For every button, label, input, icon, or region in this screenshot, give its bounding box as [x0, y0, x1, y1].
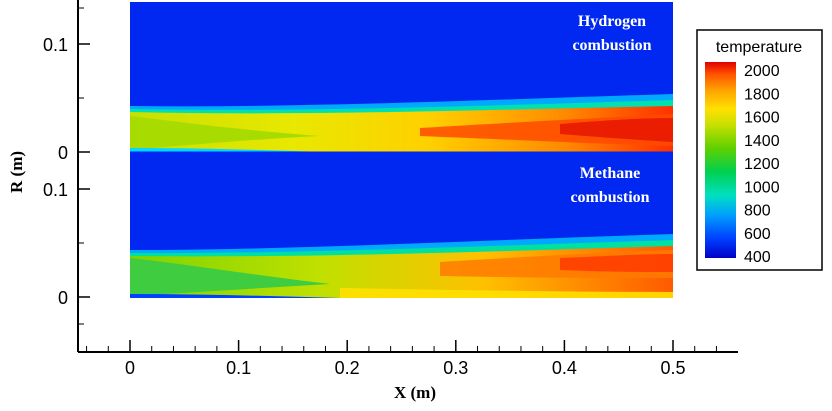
x-tick-label: 0.3: [443, 358, 468, 378]
colorbar-tick-label: 1400: [744, 133, 780, 150]
methane-label-line-2: combustion: [570, 189, 649, 206]
y-tick-label: 0: [58, 143, 68, 163]
colorbar-tick-label: 2000: [744, 63, 780, 80]
hydrogen-axis-cool: [130, 148, 330, 152]
y-axis-title: R (m): [7, 151, 26, 193]
x-tick-label: 0.4: [552, 358, 577, 378]
methane-label-line-1: Methane: [580, 165, 640, 182]
colorbar-tick-label: 1000: [744, 179, 780, 196]
colorbar-legend: temperature 2000 1800 1600 1400 1200 1000 800 6…: [696, 29, 823, 271]
x-axis: X (m) 0 0.1 0.2 0.3 0.4 0.5: [86, 340, 717, 402]
colorbar-tick-label: 1800: [744, 86, 780, 103]
colorbar-tick-label: 800: [744, 203, 771, 220]
y-tick-label: 0.1: [43, 180, 68, 200]
x-tick-label: 0.5: [660, 358, 685, 378]
hydrogen-flame-hottest: [560, 118, 673, 142]
x-tick-label: 0.1: [226, 358, 251, 378]
methane-axis-warm: [340, 288, 673, 298]
methane-axis-cool: [130, 294, 340, 298]
colorbar-ticks: 2000 1800 1600 1400 1200 1000 800 600 400: [744, 63, 780, 266]
y-axis: 0.1 0 0.1 0 R (m): [7, 7, 90, 325]
axes-frame: [77, 0, 738, 353]
x-axis-title: X (m): [394, 383, 436, 402]
colorbar-tick-label: 400: [744, 249, 771, 266]
colorbar-title: temperature: [716, 39, 802, 56]
colorbar-tick-label: 1200: [744, 156, 780, 173]
methane-panel: [130, 152, 673, 298]
methane-inlet-core: [130, 258, 330, 296]
y-tick-label: 0: [58, 288, 68, 308]
hydrogen-label-line-2: combustion: [572, 37, 651, 54]
colorbar-tick-label: 1600: [744, 110, 780, 127]
hydrogen-panel: [130, 2, 673, 152]
y-tick-label: 0.1: [43, 35, 68, 55]
x-tick-label: 0.2: [335, 358, 360, 378]
hydrogen-inlet-core: [130, 116, 320, 150]
hydrogen-label-line-1: Hydrogen: [578, 13, 646, 30]
methane-flame-hottest: [560, 254, 673, 272]
x-tick-label: 0: [125, 358, 135, 378]
colorbar-tick-label: 600: [744, 226, 771, 243]
colorbar-gradient: [705, 62, 736, 258]
